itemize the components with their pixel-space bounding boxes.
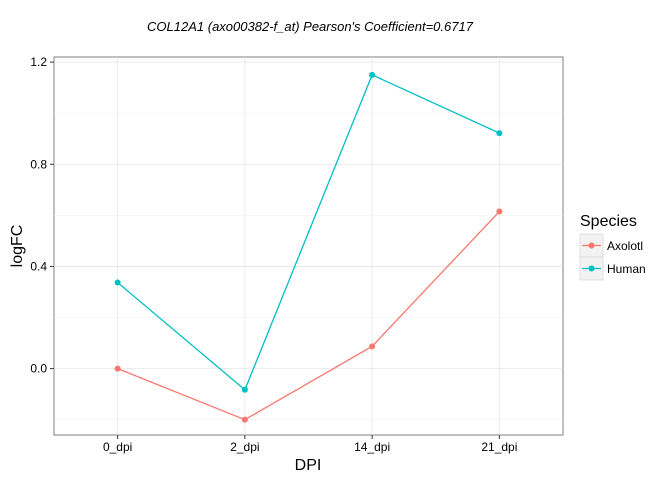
data-point [114,279,121,286]
legend-label: Human [607,262,646,276]
legend-label: Axolotl [607,239,643,253]
y-tick-label: 0.8 [30,157,47,171]
grid [54,57,563,435]
legend-key-point [588,265,595,272]
data-point [496,130,503,137]
data-point [114,365,121,372]
y-tick-label: 0.0 [30,362,47,376]
series-line [117,74,500,391]
x-tick-label: 0_dpi [103,440,132,454]
x-tick-label: 21_dpi [481,440,517,454]
chart-title: COL12A1 (axo00382-f_at) Pearson's Coeffi… [147,19,474,34]
series-line [117,211,500,421]
x-axis: 0_dpi 2_dpi 14_dpi 21_dpi [103,435,517,454]
data-point [369,343,376,350]
data-point [241,386,248,393]
y-tick-label: 0.4 [30,259,47,273]
y-axis-title: logFC [9,225,26,268]
series-layer [114,71,503,423]
series-axolotl [114,208,503,423]
y-tick-label: 1.2 [30,55,47,69]
data-point [241,416,248,423]
x-tick-label: 14_dpi [354,440,390,454]
data-point [496,208,503,215]
x-tick-label: 2_dpi [230,440,259,454]
legend-key-point [588,242,595,249]
y-axis: 0.0 0.4 0.8 1.2 [30,55,54,376]
data-point [369,71,376,78]
series-human [114,71,503,393]
plot-panel [53,56,564,436]
legend-title: Species [580,213,637,230]
x-axis-title: DPI [295,457,322,474]
legend: Species Axolotl Human [579,213,646,281]
